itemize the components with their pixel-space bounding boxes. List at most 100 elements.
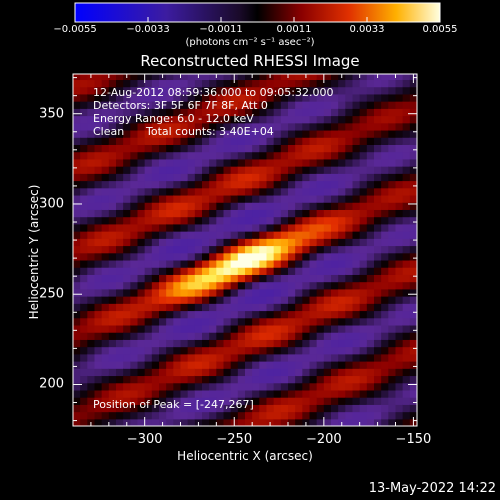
- heatmap-cell: [338, 296, 346, 304]
- heatmap-cell: [166, 353, 174, 362]
- heatmap-cell: [338, 339, 346, 348]
- heatmap-cell: [237, 397, 246, 405]
- heatmap-cell: [352, 267, 361, 275]
- heatmap-cell: [302, 368, 311, 377]
- heatmap-cell: [173, 187, 182, 196]
- heatmap-cell: [331, 375, 339, 384]
- heatmap-cell: [273, 238, 282, 247]
- heatmap-cell: [280, 151, 289, 160]
- heatmap-cell: [108, 252, 117, 261]
- heatmap-cell: [366, 317, 375, 326]
- heatmap-cell: [94, 288, 103, 297]
- heatmap-cell: [237, 231, 246, 239]
- heatmap-cell: [295, 353, 303, 362]
- heatmap-cell: [409, 187, 417, 196]
- heatmap-cell: [316, 180, 325, 189]
- heatmap-cell: [94, 274, 103, 283]
- heatmap-cell: [288, 231, 296, 239]
- heatmap-cell: [323, 202, 332, 210]
- heatmap-cell: [194, 129, 203, 138]
- heatmap-cell: [144, 216, 153, 225]
- heatmap-cell: [374, 281, 382, 290]
- heatmap-cell: [273, 353, 282, 362]
- heatmap-cell: [237, 122, 246, 131]
- heatmap-cell: [266, 223, 275, 232]
- heatmap-cell: [259, 382, 268, 391]
- heatmap-cell: [94, 101, 103, 109]
- heatmap-cell: [144, 368, 153, 377]
- heatmap-cell: [108, 101, 117, 109]
- heatmap-cell: [345, 180, 354, 189]
- heatmap-cell: [345, 86, 354, 95]
- heatmap-cell: [209, 108, 217, 117]
- heatmap-cell: [101, 209, 110, 218]
- heatmap-cell: [187, 216, 196, 225]
- heatmap-cell: [402, 209, 411, 218]
- heatmap-cell: [202, 137, 210, 145]
- heatmap-cell: [338, 86, 346, 95]
- heatmap-cell: [352, 231, 361, 239]
- heatmap-cell: [381, 397, 389, 405]
- heatmap-cell: [223, 288, 232, 297]
- heatmap-cell: [151, 382, 160, 391]
- heatmap-cell: [381, 382, 389, 391]
- heatmap-cell: [245, 158, 253, 167]
- heatmap-cell: [116, 353, 124, 362]
- heatmap-cell: [374, 252, 382, 261]
- heatmap-cell: [323, 310, 332, 319]
- heatmap-cell: [266, 180, 275, 189]
- heatmap-cell: [73, 259, 81, 268]
- heatmap-cell: [309, 324, 318, 333]
- heatmap-cell: [166, 129, 174, 138]
- heatmap-cell: [409, 93, 417, 102]
- heatmap-cell: [338, 274, 346, 283]
- heatmap-cell: [338, 245, 346, 254]
- heatmap-cell: [331, 339, 339, 348]
- heatmap-cell: [151, 317, 160, 326]
- heatmap-cell: [345, 74, 354, 81]
- heatmap-cell: [173, 108, 182, 117]
- heatmap-cell: [245, 382, 253, 391]
- heatmap-cell: [194, 267, 203, 275]
- heatmap-cell: [402, 288, 411, 297]
- heatmap-cell: [302, 382, 311, 391]
- heatmap-cell: [331, 259, 339, 268]
- heatmap-cell: [80, 231, 88, 239]
- heatmap-cell: [331, 332, 339, 340]
- heatmap-cell: [237, 389, 246, 398]
- heatmap-cell: [288, 101, 296, 109]
- heatmap-cell: [402, 173, 411, 182]
- heatmap-cell: [209, 144, 217, 153]
- heatmap-cell: [366, 151, 375, 160]
- heatmap-cell: [166, 173, 174, 182]
- heatmap-cell: [159, 368, 167, 377]
- colorbar-units: (photons cm⁻² s⁻¹ asec⁻²): [185, 37, 315, 48]
- heatmap-cell: [108, 296, 117, 304]
- heatmap-cell: [402, 346, 411, 355]
- heatmap-cell: [116, 223, 124, 232]
- heatmap-cell: [338, 397, 346, 405]
- heatmap-cell: [230, 151, 239, 160]
- heatmap-cell: [187, 317, 196, 326]
- heatmap-cell: [359, 310, 368, 319]
- heatmap-cell: [137, 223, 146, 232]
- heatmap-cell: [273, 216, 282, 225]
- heatmap-cell: [209, 310, 217, 319]
- heatmap-cell: [216, 411, 225, 420]
- heatmap-cell: [80, 332, 88, 340]
- heatmap-cell: [87, 216, 96, 225]
- heatmap-cell: [187, 346, 196, 355]
- heatmap-cell: [266, 93, 275, 102]
- heatmap-cell: [323, 194, 332, 203]
- heatmap-cell: [101, 144, 110, 153]
- heatmap-cell: [194, 339, 203, 348]
- heatmap-cell: [130, 79, 139, 88]
- heatmap-cell: [144, 231, 153, 239]
- heatmap-cell: [159, 223, 167, 232]
- heatmap-cell: [374, 231, 382, 239]
- heatmap-cell: [366, 101, 375, 109]
- heatmap-cell: [402, 281, 411, 290]
- heatmap-cell: [288, 339, 296, 348]
- heatmap-cell: [101, 382, 110, 391]
- heatmap-cell: [388, 231, 397, 239]
